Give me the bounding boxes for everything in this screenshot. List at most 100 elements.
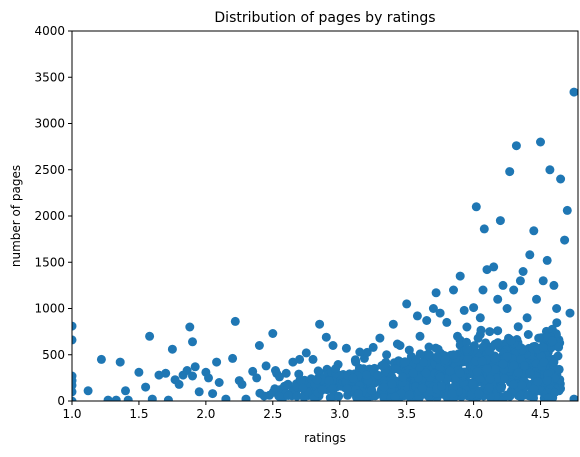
scatter-point	[462, 322, 472, 332]
scatter-point	[496, 384, 506, 393]
scatter-point	[455, 271, 465, 281]
scatter-point	[471, 356, 481, 366]
scatter-point	[387, 379, 397, 389]
x-axis-ticks: 1.0 1.5 2.0 2.5 3.0 3.5 4.0 4.5	[62, 401, 550, 421]
scatter-point	[395, 341, 405, 350]
scatter-point	[552, 304, 562, 313]
y-tick-label: 3500	[34, 70, 65, 84]
scatter-point	[547, 336, 557, 346]
scatter-point	[435, 372, 445, 382]
scatter-point	[562, 205, 572, 215]
x-tick-label: 2.0	[196, 407, 215, 421]
scatter-point	[565, 308, 575, 318]
scatter-point	[378, 360, 388, 370]
scatter-point	[502, 390, 512, 400]
scatter-point	[295, 354, 305, 364]
scatter-point	[221, 394, 231, 401]
scatter-point	[194, 387, 204, 397]
scatter-point	[296, 376, 306, 386]
scatter-point	[111, 395, 121, 401]
scatter-point	[379, 393, 389, 401]
x-tick-label: 4.0	[464, 407, 483, 421]
scatter-point	[367, 386, 377, 395]
scatter-point	[542, 376, 552, 386]
scatter-point	[533, 377, 543, 387]
scatter-point	[437, 381, 446, 391]
scatter-point	[313, 366, 323, 376]
scatter-point	[493, 338, 503, 348]
scatter-point	[312, 375, 322, 385]
scatter-point	[341, 343, 351, 353]
scatter-point	[404, 390, 414, 400]
y-tick-label: 2500	[34, 163, 65, 177]
scatter-point	[161, 368, 171, 378]
scatter-point	[482, 364, 492, 374]
scatter-point	[538, 276, 548, 286]
scatter-point	[375, 333, 385, 343]
scatter-point	[449, 350, 458, 360]
scatter-point	[72, 335, 77, 345]
scatter-point	[271, 366, 280, 375]
scatter-point	[484, 346, 494, 356]
scatter-point	[542, 255, 552, 265]
y-tick-label: 4000	[34, 24, 65, 38]
scatter-point	[402, 299, 412, 309]
scatter-point	[261, 361, 271, 371]
scatter-point	[334, 391, 344, 401]
scatter-point	[545, 165, 555, 175]
scatter-point	[417, 383, 427, 393]
scatter-point	[214, 378, 224, 387]
scatter-point	[351, 357, 361, 367]
scatter-point	[471, 202, 481, 212]
scatter-point	[447, 389, 457, 399]
scatter-point	[484, 383, 494, 393]
scatter-point	[167, 344, 177, 354]
chart-title: Distribution of pages by ratings	[214, 10, 435, 26]
scatter-point	[72, 396, 77, 401]
scatter-point	[554, 364, 564, 374]
scatter-point	[498, 280, 508, 290]
scatter-point	[96, 354, 106, 364]
scatter-point	[485, 327, 495, 337]
scatter-point	[115, 357, 125, 367]
scatter-point	[554, 342, 564, 352]
scatter-point	[490, 364, 500, 374]
scatter-point	[502, 352, 512, 362]
scatter-point	[539, 357, 549, 367]
scatter-point	[368, 342, 378, 352]
scatter-point	[502, 304, 512, 313]
scatter-point	[72, 387, 77, 397]
scatter-point	[212, 357, 222, 367]
scatter-point	[509, 379, 519, 389]
scatter-point	[445, 366, 455, 376]
scatter-point	[516, 390, 526, 400]
scatter-point	[490, 353, 500, 363]
scatter-point	[424, 342, 434, 352]
scatter-point	[421, 368, 431, 378]
scatter-point	[475, 374, 485, 383]
scatter-point	[317, 385, 327, 395]
scatter-point	[188, 337, 197, 347]
scatter-point	[475, 329, 485, 339]
scatter-point	[400, 357, 410, 367]
scatter-point	[478, 342, 488, 352]
scatter-point	[275, 372, 284, 382]
scatter-point	[477, 356, 487, 366]
scatter-point	[145, 331, 155, 341]
scatter-point	[500, 374, 509, 384]
scatter-point	[308, 354, 318, 364]
scatter-point	[517, 380, 527, 390]
scatter-point	[525, 250, 535, 260]
scatter-point	[532, 294, 541, 304]
x-axis-label: ratings	[304, 431, 346, 445]
y-tick-label: 3000	[34, 117, 65, 131]
scatter-point	[495, 216, 505, 226]
scatter-point	[569, 394, 578, 401]
scatter-point	[391, 364, 401, 374]
y-tick-label: 0	[57, 394, 65, 408]
scatter-point	[282, 380, 292, 390]
scatter-point	[301, 348, 311, 358]
scatter-point	[241, 394, 251, 401]
scatter-point	[475, 313, 485, 323]
scatter-point	[462, 344, 472, 354]
